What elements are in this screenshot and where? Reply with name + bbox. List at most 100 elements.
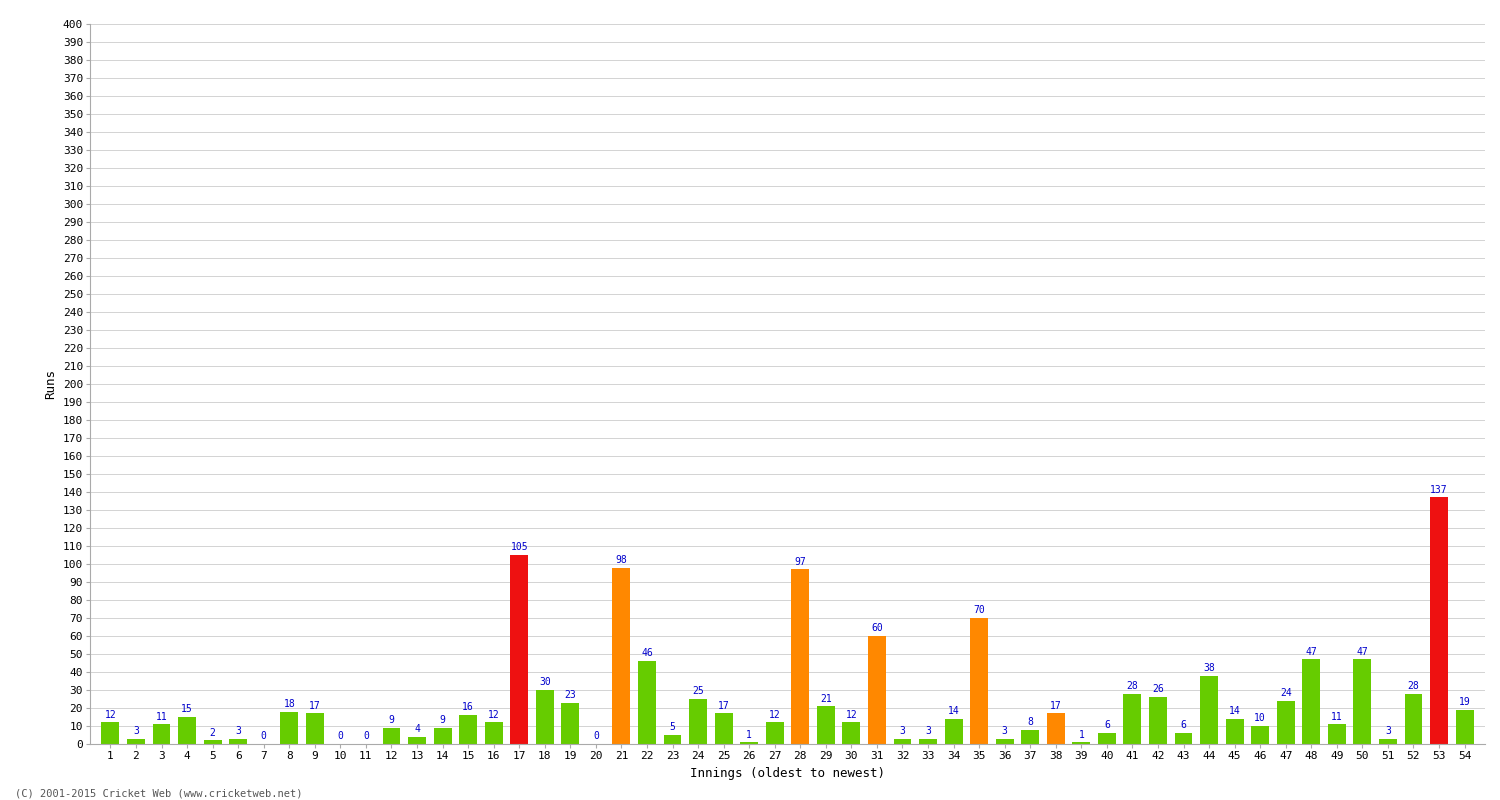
Text: 3: 3	[236, 726, 242, 736]
Text: 10: 10	[1254, 714, 1266, 723]
Bar	[1328, 724, 1346, 744]
Bar	[792, 570, 808, 744]
Text: 25: 25	[692, 686, 703, 696]
Text: 21: 21	[821, 694, 831, 703]
Text: 6: 6	[1104, 721, 1110, 730]
Bar	[868, 636, 886, 744]
Text: 16: 16	[462, 702, 474, 713]
Bar	[1174, 733, 1192, 744]
Bar	[178, 717, 196, 744]
Text: 0: 0	[363, 731, 369, 742]
Text: 0: 0	[338, 731, 344, 742]
Bar	[1072, 742, 1090, 744]
Bar	[970, 618, 988, 744]
Bar	[740, 742, 758, 744]
Text: 97: 97	[795, 557, 806, 566]
Text: 14: 14	[1228, 706, 1240, 716]
Text: 12: 12	[105, 710, 117, 720]
Text: 2: 2	[210, 728, 216, 738]
Bar	[1251, 726, 1269, 744]
Bar	[996, 738, 1014, 744]
Bar	[818, 706, 836, 744]
Bar	[1378, 738, 1396, 744]
Bar	[1276, 701, 1294, 744]
Bar	[766, 722, 783, 744]
Text: 60: 60	[871, 623, 883, 634]
Text: 70: 70	[974, 606, 986, 615]
Text: 11: 11	[1330, 711, 1342, 722]
Bar	[459, 715, 477, 744]
Bar	[204, 741, 222, 744]
Text: 28: 28	[1407, 681, 1419, 691]
Text: (C) 2001-2015 Cricket Web (www.cricketweb.net): (C) 2001-2015 Cricket Web (www.cricketwe…	[15, 788, 303, 798]
Text: 1: 1	[1078, 730, 1084, 739]
Text: 9: 9	[440, 715, 446, 725]
Text: 19: 19	[1458, 697, 1470, 707]
Text: 18: 18	[284, 699, 296, 709]
Bar	[433, 728, 451, 744]
Text: 24: 24	[1280, 688, 1292, 698]
Bar	[920, 738, 938, 744]
Bar	[612, 567, 630, 744]
Bar	[1404, 694, 1422, 744]
Bar	[843, 722, 861, 744]
Text: 1: 1	[746, 730, 752, 739]
Text: 23: 23	[564, 690, 576, 700]
Text: 0: 0	[261, 731, 267, 742]
Text: 38: 38	[1203, 663, 1215, 673]
Text: 98: 98	[615, 555, 627, 565]
Bar	[894, 738, 912, 744]
Bar	[1124, 694, 1142, 744]
Bar	[306, 714, 324, 744]
Bar	[408, 737, 426, 744]
Bar	[1200, 675, 1218, 744]
Bar	[128, 738, 146, 744]
Bar	[638, 661, 656, 744]
X-axis label: Innings (oldest to newest): Innings (oldest to newest)	[690, 766, 885, 779]
Text: 4: 4	[414, 724, 420, 734]
Text: 15: 15	[182, 704, 194, 714]
Bar	[663, 735, 681, 744]
Text: 3: 3	[134, 726, 140, 736]
Text: 17: 17	[309, 701, 321, 710]
Bar	[102, 722, 120, 744]
Bar	[1022, 730, 1040, 744]
Bar	[1353, 659, 1371, 744]
Bar	[1047, 714, 1065, 744]
Text: 47: 47	[1356, 646, 1368, 657]
Text: 8: 8	[1028, 717, 1033, 727]
Text: 6: 6	[1180, 721, 1186, 730]
Bar	[536, 690, 554, 744]
Bar	[1430, 498, 1448, 744]
Text: 3: 3	[1384, 726, 1390, 736]
Text: 3: 3	[1002, 726, 1008, 736]
Text: 26: 26	[1152, 685, 1164, 694]
Text: 3: 3	[926, 726, 932, 736]
Text: 14: 14	[948, 706, 960, 716]
Text: 12: 12	[770, 710, 780, 720]
Text: 137: 137	[1430, 485, 1448, 494]
Text: 28: 28	[1126, 681, 1138, 691]
Text: 5: 5	[669, 722, 675, 732]
Bar	[484, 722, 502, 744]
Y-axis label: Runs: Runs	[45, 369, 57, 399]
Bar	[561, 702, 579, 744]
Text: 47: 47	[1305, 646, 1317, 657]
Bar	[510, 555, 528, 744]
Bar	[1149, 697, 1167, 744]
Bar	[1302, 659, 1320, 744]
Bar	[945, 718, 963, 744]
Text: 0: 0	[592, 731, 598, 742]
Bar	[230, 738, 248, 744]
Text: 17: 17	[1050, 701, 1062, 710]
Bar	[153, 724, 171, 744]
Text: 46: 46	[640, 649, 652, 658]
Bar	[1226, 718, 1244, 744]
Text: 11: 11	[156, 711, 168, 722]
Bar	[1455, 710, 1473, 744]
Text: 30: 30	[538, 678, 550, 687]
Bar	[382, 728, 400, 744]
Text: 17: 17	[718, 701, 729, 710]
Bar	[714, 714, 732, 744]
Text: 105: 105	[510, 542, 528, 552]
